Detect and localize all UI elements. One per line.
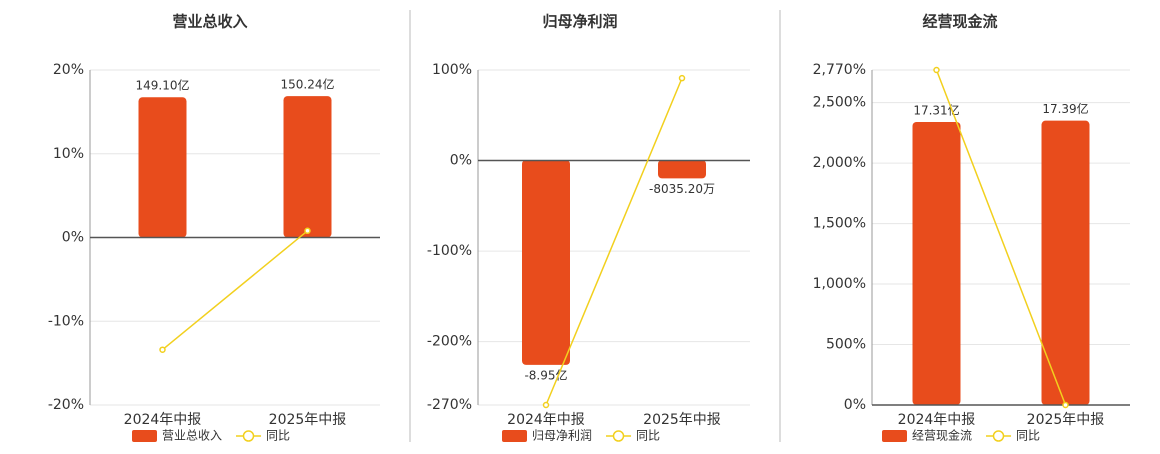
bar <box>912 121 961 406</box>
x-tick-label: 2024年中报 <box>124 412 202 428</box>
x-tick-label: 2025年中报 <box>269 412 347 428</box>
bar <box>658 159 706 179</box>
y-tick-label: -10% <box>48 313 84 329</box>
legend-label: 同比 <box>266 429 290 443</box>
chart-title: 归母净利润 <box>542 13 617 31</box>
value-label: 17.31亿 <box>913 102 959 117</box>
legend-label: 同比 <box>636 429 660 443</box>
legend-swatch <box>502 430 527 442</box>
line-point <box>159 346 166 353</box>
y-tick-label: 1,000% <box>813 276 866 292</box>
chart-title: 营业总收入 <box>172 13 247 31</box>
y-tick-label: -200% <box>427 334 472 350</box>
value-label: 149.10亿 <box>136 78 190 93</box>
value-label: 17.39亿 <box>1042 101 1088 116</box>
x-tick-label: 2024年中报 <box>507 412 585 428</box>
y-tick-label: 2,770% <box>813 62 866 78</box>
bar <box>138 97 187 238</box>
y-tick-label: 0% <box>844 397 866 413</box>
legend-label: 同比 <box>1016 429 1040 443</box>
legend-label: 经营现金流 <box>912 428 972 443</box>
legend-swatch <box>242 430 255 442</box>
y-tick-label: 10% <box>53 146 84 162</box>
line-point <box>542 401 550 409</box>
y-tick-label: -100% <box>427 243 472 259</box>
legend-label: 营业总收入 <box>162 429 222 443</box>
y-tick-label: 2,000% <box>813 155 866 171</box>
legend-swatch <box>992 430 1005 442</box>
legend-swatch <box>882 430 907 442</box>
y-tick-label: 20% <box>53 62 84 78</box>
bar <box>283 96 332 238</box>
y-tick-label: 2,500% <box>813 95 866 111</box>
line-point <box>933 66 940 74</box>
line <box>545 77 683 406</box>
x-tick-label: 2025年中报 <box>1027 412 1105 428</box>
legend-label: 归母净利润 <box>532 429 592 443</box>
y-tick-label: 1,500% <box>813 216 866 232</box>
line-point <box>1062 401 1069 409</box>
y-tick-label: -20% <box>48 397 84 413</box>
x-tick-label: 2025年中报 <box>643 412 721 428</box>
x-tick-label: 2024年中报 <box>898 412 976 428</box>
line-point <box>678 74 686 82</box>
y-tick-label: 100% <box>432 62 472 78</box>
line <box>162 230 308 351</box>
line <box>935 69 1067 406</box>
value-label: 150.24亿 <box>281 77 335 92</box>
y-tick-label: 0% <box>62 230 84 246</box>
y-tick-label: -270% <box>427 397 472 413</box>
chart-title: 经营现金流 <box>922 13 997 31</box>
y-tick-label: 0% <box>450 153 472 169</box>
y-tick-label: 500% <box>826 337 866 353</box>
legend-swatch <box>612 430 625 442</box>
legend-swatch <box>132 430 157 442</box>
value-label: -8035.20万 <box>649 182 715 196</box>
bar <box>522 159 570 365</box>
bar <box>1041 120 1090 405</box>
line-point <box>304 227 311 235</box>
